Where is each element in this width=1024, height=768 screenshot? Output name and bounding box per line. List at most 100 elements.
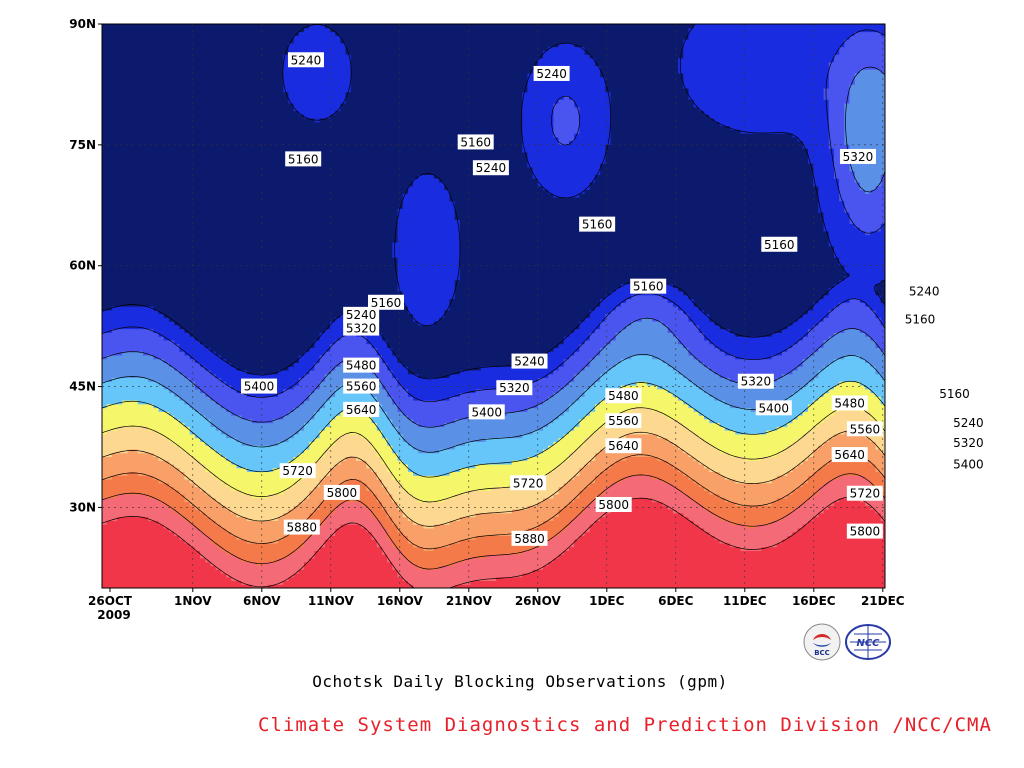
- contour-band-cell: [454, 215, 825, 221]
- contour-band-cell: [589, 181, 814, 187]
- contour-band-cell: [870, 306, 885, 311]
- contour-band-cell: [392, 369, 409, 375]
- contour-band-cell: [600, 426, 690, 431]
- contour-band-cell: [849, 99, 885, 104]
- contour-band-cell: [865, 358, 885, 363]
- contour-band-cell: [563, 527, 591, 533]
- contour-band-cell: [314, 463, 336, 469]
- contour-band-cell: [366, 313, 414, 318]
- contour-band-cell: [683, 309, 705, 315]
- contour-band-cell: [210, 471, 305, 476]
- contour-band-cell: [537, 524, 570, 529]
- contour-band-cell: [568, 546, 742, 551]
- contour-line-layer: [102, 24, 885, 588]
- contour-band-cell: [407, 463, 477, 469]
- contour-band-cell: [844, 118, 885, 123]
- contour-band-cell: [433, 321, 580, 326]
- contour-band-cell: [335, 531, 373, 536]
- contour-band-cell: [168, 527, 201, 533]
- contour-band-cell: [818, 193, 840, 198]
- contour-band-cell: [444, 309, 591, 315]
- contour-band-cell: [594, 456, 627, 461]
- contour-band-cell: [901, 520, 917, 524]
- contour-band-cell: [319, 433, 341, 439]
- contour-band-cell: [828, 309, 877, 315]
- contour-band-cell: [833, 283, 877, 288]
- contour-band-cell: [324, 373, 378, 379]
- contour-band-cell: [293, 102, 341, 108]
- contour-band-cell: [818, 196, 840, 202]
- contour-band-cell: [589, 527, 705, 533]
- contour-band-cell: [875, 392, 885, 397]
- contour-value-box: [468, 404, 505, 420]
- contour-band-cell: [397, 430, 534, 435]
- contour-band-cell: [200, 339, 316, 345]
- contour-band-cell: [200, 460, 232, 465]
- contour-band-cell: [891, 340, 907, 344]
- contour-band-cell: [922, 505, 938, 509]
- contour-band-cell: [792, 418, 825, 424]
- contour-band-cell: [672, 509, 710, 514]
- contour-band-cell: [102, 219, 399, 224]
- contour-band-cell: [309, 557, 388, 563]
- contour-band-cell: [849, 95, 885, 100]
- contour-band-cell: [922, 456, 943, 460]
- contour-band-cell: [153, 328, 186, 333]
- contour-band-cell: [231, 486, 290, 491]
- svg-text:BCC: BCC: [814, 649, 830, 657]
- contour-band-cell: [912, 392, 928, 396]
- contour-band-cell: [288, 46, 347, 51]
- contour-band-cell: [891, 103, 928, 107]
- contour-band-cell: [553, 114, 580, 119]
- contour-band-cell: [776, 475, 809, 480]
- contour-band-cell: [102, 50, 290, 55]
- contour-band-cell: [880, 279, 885, 285]
- contour-band-cell: [574, 42, 684, 48]
- contour-band-cell: [891, 110, 918, 114]
- contour-band-cell: [891, 359, 907, 363]
- contour-band-cell: [449, 306, 596, 311]
- contour-band-cell: [465, 490, 560, 495]
- contour-band-cell: [324, 542, 378, 548]
- contour-band-cell: [215, 400, 305, 405]
- contour-band-cell: [698, 106, 830, 112]
- contour-band-cell: [102, 46, 290, 51]
- contour-band-cell: [558, 415, 586, 420]
- contour-band-cell: [891, 362, 907, 366]
- contour-band-cell: [859, 354, 885, 360]
- contour-value-box: [283, 519, 320, 535]
- contour-band-cell: [376, 539, 393, 544]
- contour-band-cell: [454, 561, 549, 567]
- contour-band-cell: [594, 520, 695, 525]
- contour-band-cell: [724, 475, 778, 480]
- contour-band-cell: [891, 148, 907, 152]
- contour-value-text: 5560: [850, 422, 881, 436]
- contour-band-cell: [844, 268, 885, 273]
- contour-band-cell: [111, 475, 154, 480]
- contour-band-cell: [236, 463, 284, 469]
- contour-band-cell: [787, 422, 819, 427]
- contour-band-cell: [901, 253, 980, 257]
- contour-band-cell: [854, 223, 882, 228]
- contour-band-cell: [802, 433, 835, 439]
- contour-band-cell: [959, 73, 980, 77]
- contour-band-cell: [142, 351, 186, 356]
- contour-band-cell: [407, 309, 445, 315]
- contour-band-cell: [102, 275, 399, 281]
- contour-band-cell: [174, 415, 206, 420]
- contour-value-label: 5320: [737, 373, 774, 389]
- x-tick-label: 6DEC: [658, 594, 694, 608]
- contour-band-cell: [886, 377, 902, 381]
- contour-band-cell: [454, 445, 549, 450]
- contour-band-cell: [943, 95, 980, 99]
- contour-band-cell: [102, 106, 295, 112]
- contour-band-cell: [449, 193, 554, 198]
- contour-band-cell: [948, 535, 980, 539]
- contour-band-cell: [102, 366, 175, 371]
- contour-band-cell: [912, 535, 928, 539]
- contour-band-cell: [309, 490, 331, 495]
- contour-band-cell: [102, 411, 170, 416]
- contour-band-cell: [907, 238, 980, 242]
- contour-band-cell: [314, 437, 336, 442]
- contour-band-cell: [102, 373, 186, 379]
